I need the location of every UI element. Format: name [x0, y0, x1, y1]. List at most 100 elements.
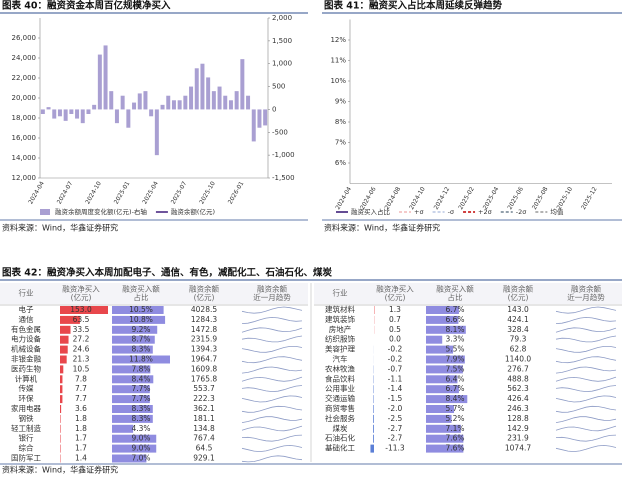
balance-value: 62.8: [510, 345, 527, 354]
bar: [212, 91, 216, 109]
bar: [132, 103, 136, 110]
net-buy-bar: [60, 375, 62, 383]
column-header: 融资余额: [257, 283, 287, 293]
net-buy-value: 0.7: [389, 315, 401, 324]
balance-value: 488.8: [507, 374, 529, 383]
bar: [75, 109, 79, 118]
net-buy-bar: [373, 425, 374, 433]
trend-sparkline: [242, 367, 302, 373]
trend-sparkline: [556, 426, 616, 431]
column-header: 融资买入额: [122, 283, 160, 293]
trend-sparkline: [242, 328, 302, 333]
industry-name: 综合: [19, 443, 34, 453]
trend-sparkline: [556, 396, 616, 402]
y-tick-label: 14,000: [12, 154, 37, 162]
share-value: 8.3%: [131, 404, 150, 413]
y-tick-label: 6%: [335, 159, 346, 167]
bar: [166, 96, 170, 110]
share-value: 7.5%: [445, 364, 464, 373]
trend-sparkline: [556, 377, 616, 381]
industry-name: 房地产: [329, 324, 352, 334]
trend-sparkline: [242, 386, 302, 392]
net-buy-value: -2.7: [388, 434, 403, 443]
industry-name: 家用电器: [11, 403, 41, 413]
legend-label: -2σ: [516, 208, 527, 216]
x-tick-label: 2025-02: [457, 186, 476, 211]
net-buy-bar: [60, 346, 68, 354]
share-value: 8.3%: [131, 345, 150, 354]
bar: [69, 109, 73, 114]
y-tick-label: 16,000: [12, 134, 37, 142]
trend-sparkline: [242, 377, 302, 381]
table-title: 图表 42：融资净买入本周加配电子、通信、有色，减配化工、石油石化、煤炭: [2, 267, 333, 279]
industry-name: 交通运输: [325, 393, 355, 403]
share-value: 6.7%: [445, 384, 464, 393]
y-tick-label: 12%: [330, 36, 346, 44]
share-value: 5.2%: [445, 414, 464, 423]
trend-sparkline: [556, 346, 616, 352]
bar: [183, 96, 187, 110]
y-tick-label: 1,500: [272, 37, 292, 45]
column-header: 近一月趋势: [253, 292, 291, 302]
share-value: 11.8%: [129, 355, 153, 364]
net-buy-value: 0.0: [389, 335, 401, 344]
y-tick-label: 20,000: [12, 94, 37, 102]
industry-name: 石油石化: [325, 433, 355, 443]
balance-value: 426.4: [507, 394, 529, 403]
balance-value: 128.8: [507, 414, 529, 423]
bar: [218, 87, 222, 110]
column-header: (亿元): [508, 292, 529, 302]
x-tick-label: 2025-10: [198, 180, 217, 205]
bar: [41, 109, 45, 114]
share-value: 5.5%: [445, 345, 464, 354]
industry-name: 建筑材料: [325, 304, 355, 314]
share-value: 8.7%: [131, 335, 150, 344]
share-value: 6.4%: [445, 374, 464, 383]
balance-value: 1284.3: [191, 315, 217, 324]
net-buy-value: 153.0: [70, 305, 92, 314]
trend-sparkline: [242, 336, 302, 342]
trend-sparkline: [556, 357, 616, 363]
net-buy-bar: [60, 405, 61, 413]
chart-title: 图表 40：融资资金本周百亿规模净买入: [2, 0, 171, 12]
industry-name: 纺织服饰: [325, 334, 355, 344]
bar: [58, 109, 62, 116]
trend-sparkline: [556, 328, 616, 333]
legend-label: 均值: [550, 207, 564, 216]
industry-name: 电力设备: [11, 334, 41, 344]
net-buy-value: -2.5: [388, 414, 403, 423]
trend-sparkline: [556, 317, 616, 323]
balance-value: 328.4: [507, 325, 529, 334]
balance-value: 79.3: [510, 335, 527, 344]
industry-name: 医药生物: [11, 363, 41, 373]
source-note: 资料来源：Wind，华鑫证券研究: [2, 465, 118, 475]
net-buy-value: -1.5: [388, 394, 403, 403]
net-buy-value: 7.8: [75, 374, 87, 383]
x-tick-label: 2025-04: [141, 180, 160, 205]
share-value: 7.7%: [131, 384, 150, 393]
net-buy-bar: [60, 385, 62, 393]
bar: [143, 91, 147, 109]
industry-name: 公用事业: [325, 383, 355, 393]
trend-sparkline: [242, 406, 302, 412]
share-value: 4.3%: [131, 424, 150, 433]
legend-label: 融资余额周度变化额(亿元)-右轴: [55, 207, 147, 216]
bar: [98, 55, 102, 110]
share-value: 7.8%: [131, 364, 150, 373]
y-tick-label: 11%: [330, 57, 346, 65]
share-value: 7.0%: [131, 454, 150, 463]
x-tick-label: 2024-10: [84, 180, 103, 205]
y-tick-label: 18,000: [12, 114, 37, 122]
trend-sparkline: [242, 307, 302, 313]
bar: [47, 107, 51, 109]
column-header: (亿元): [385, 292, 406, 302]
bar: [104, 45, 108, 109]
x-tick-label: 2025-07: [170, 180, 189, 205]
trend-sparkline: [242, 417, 302, 423]
balance-value: 143.0: [507, 305, 529, 314]
bar: [115, 109, 119, 123]
net-buy-value: 7.7: [75, 384, 87, 393]
net-buy-value: -0.7: [388, 364, 403, 373]
column-header: 占比: [448, 292, 463, 302]
